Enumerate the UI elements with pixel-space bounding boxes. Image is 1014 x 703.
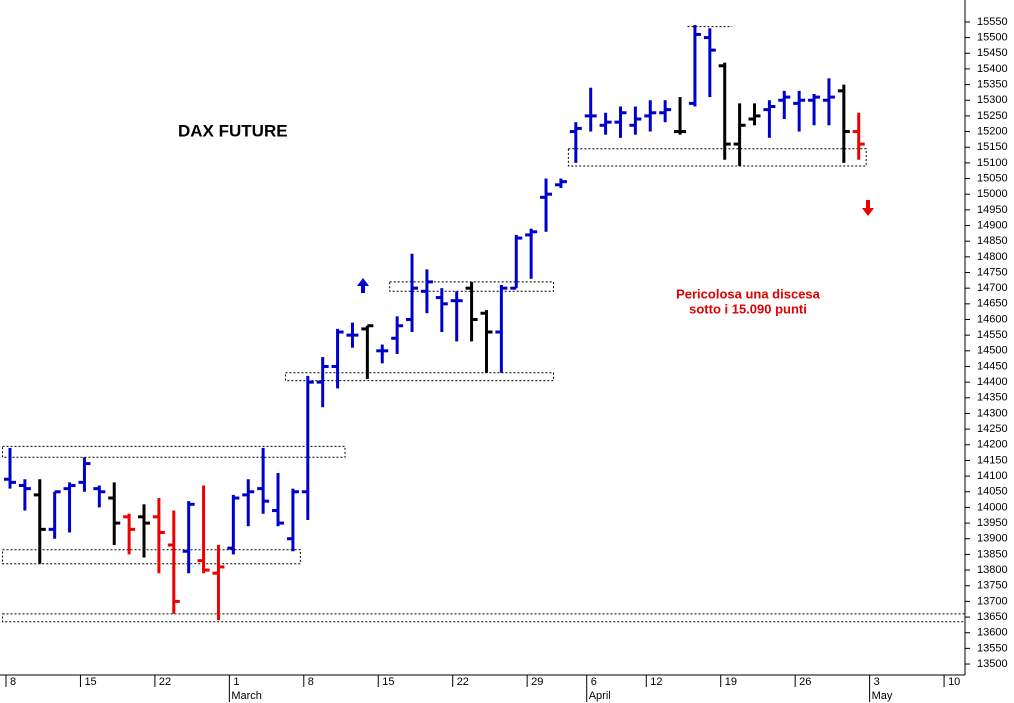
y-tick-label: 14000 [977,501,1008,513]
y-tick-label: 13950 [977,517,1008,529]
y-tick-label: 14400 [977,376,1008,388]
annotation: Pericolosa una discesa [676,286,821,301]
y-tick-label: 15050 [977,172,1008,184]
y-tick-label: 14700 [977,282,1008,294]
y-tick-label: 13800 [977,564,1008,576]
y-tick-label: 13700 [977,595,1008,607]
y-tick-label: 15000 [977,188,1008,200]
y-tick-label: 14050 [977,486,1008,498]
y-tick-label: 14150 [977,454,1008,466]
y-tick-label: 14100 [977,470,1008,482]
y-tick-label: 15350 [977,78,1008,90]
month-label: March [231,690,262,702]
x-tick-label: 3 [874,676,880,688]
y-tick-label: 15200 [977,125,1008,137]
x-tick-label: 6 [591,676,597,688]
zone [567,148,867,167]
y-tick-label: 14250 [977,423,1008,435]
zone [2,613,966,623]
y-tick-label: 13550 [977,642,1008,654]
y-tick-label: 14650 [977,298,1008,310]
y-tick-label: 14850 [977,235,1008,247]
y-tick-label: 14500 [977,345,1008,357]
y-tick-label: 14600 [977,313,1008,325]
y-tick-label: 13500 [977,658,1008,670]
y-tick-label: 13750 [977,580,1008,592]
month-label: May [872,690,893,702]
x-tick-label: 29 [531,676,543,688]
x-tick-label: 15 [84,676,96,688]
y-tick-label: 14800 [977,251,1008,263]
y-tick-label: 14350 [977,392,1008,404]
y-tick-label: 14550 [977,329,1008,341]
x-tick-label: 1 [233,676,239,688]
zone [2,549,301,565]
annotation: sotto i 15.090 punti [689,301,807,316]
y-tick-label: 14750 [977,266,1008,278]
up-arrow [357,278,369,293]
y-tick-label: 14950 [977,204,1008,216]
down-arrow [862,200,874,216]
y-tick-label: 15150 [977,141,1008,153]
zone [2,445,346,458]
y-tick-label: 14300 [977,407,1008,419]
y-tick-label: 13900 [977,533,1008,545]
y-tick-label: 13600 [977,627,1008,639]
y-tick-label: 14450 [977,360,1008,372]
y-tick-label: 15400 [977,63,1008,75]
y-tick-label: 15250 [977,110,1008,122]
month-label: April [589,690,611,702]
zone [284,372,554,382]
x-tick-label: 8 [308,676,314,688]
y-tick-label: 13650 [977,611,1008,623]
x-tick-label: 15 [382,676,394,688]
x-tick-label: 26 [799,676,811,688]
y-tick-label: 14900 [977,219,1008,231]
x-tick-label: 8 [10,676,16,688]
plot-area [0,0,965,675]
x-tick-label: 22 [457,676,469,688]
y-tick-label: 15500 [977,31,1008,43]
x-tick-label: 10 [948,676,960,688]
y-tick-label: 15450 [977,47,1008,59]
y-tick-label: 14200 [977,439,1008,451]
x-tick-label: 22 [159,676,171,688]
x-tick-label: 12 [650,676,662,688]
chart-title: DAX FUTURE [178,121,288,140]
y-tick-label: 13850 [977,548,1008,560]
y-tick-label: 15300 [977,94,1008,106]
y-tick-label: 15100 [977,157,1008,169]
y-tick-label: 15550 [977,16,1008,28]
x-tick-label: 19 [725,676,737,688]
